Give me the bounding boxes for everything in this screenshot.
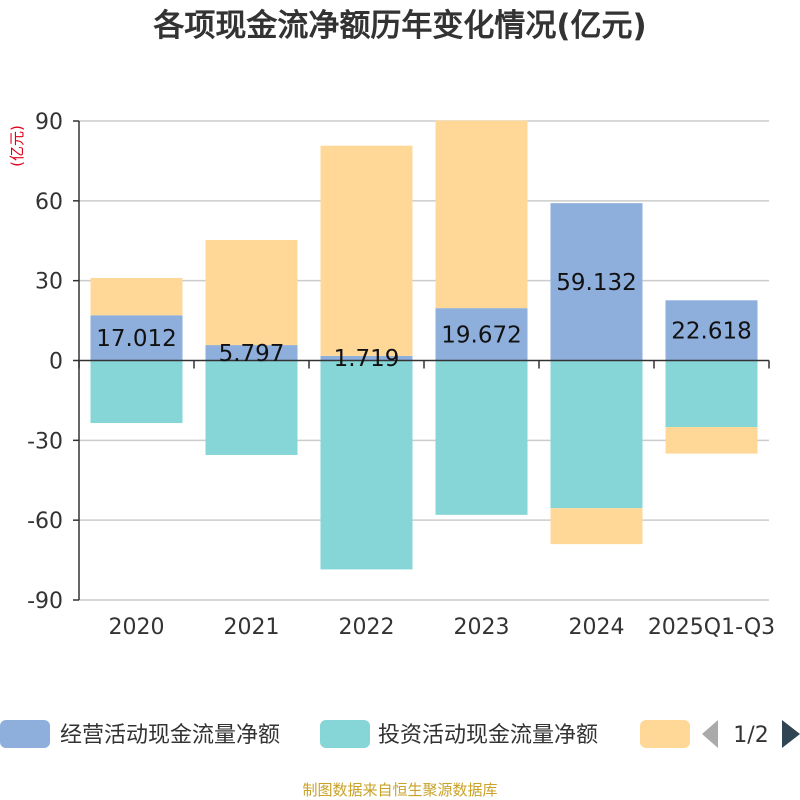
bar-2024-series-1 [550, 203, 643, 361]
bar-2021-series-1 [205, 345, 298, 361]
bar-2025Q1-Q3-series-1 [665, 300, 758, 361]
legend: 经营活动现金流量净额 投资活动现金流量净额 1/2 [0, 720, 800, 748]
bar-2023-series-2 [435, 360, 528, 515]
bar-2025Q1-Q3-series-3 [665, 427, 758, 454]
legend-label-2[interactable]: 投资活动现金流量净额 [378, 723, 598, 748]
data-label: 59.132 [556, 270, 636, 296]
y-tick-label: -90 [27, 589, 63, 614]
bar-2025Q1-Q3-series-2 [665, 360, 758, 428]
bar-2024-series-3 [550, 508, 643, 545]
data-labels-group: 17.012 5.797 1.719 19.672 59.132 22.618 [96, 270, 751, 372]
bar-2020-series-3 [90, 277, 183, 316]
y-tick-label: 60 [35, 190, 63, 215]
legend-swatch-1[interactable] [0, 720, 50, 748]
x-tick-label: 2022 [339, 615, 395, 640]
bars-group [90, 120, 758, 570]
y-tick-label: -30 [27, 429, 63, 454]
y-tick-label: 0 [49, 350, 63, 375]
data-label: 1.719 [334, 346, 400, 372]
legend-swatch-3[interactable] [640, 720, 690, 748]
bar-2023-series-1 [435, 308, 528, 361]
bar-2020-series-1 [90, 315, 183, 361]
bar-2024-series-2 [550, 360, 643, 509]
y-tick-label: 30 [35, 270, 63, 295]
legend-swatch-2[interactable] [320, 720, 370, 748]
x-tick-label: 2025Q1-Q3 [648, 615, 775, 640]
bar-2023-series-3 [435, 120, 528, 309]
bar-2022-series-3 [320, 145, 413, 356]
data-label: 22.618 [671, 318, 751, 344]
bar-2022-series-2 [320, 360, 413, 570]
bar-2021-series-3 [205, 239, 298, 346]
legend-page-indicator: 1/2 [733, 723, 768, 748]
x-tick-label: 2024 [569, 615, 625, 640]
bar-2022-series-1 [320, 355, 413, 361]
legend-label-1[interactable]: 经营活动现金流量净额 [60, 723, 280, 748]
y-tick-label: 90 [35, 110, 63, 135]
grid-lines [79, 120, 769, 601]
chart-title: 各项现金流净额历年变化情况(亿元) [152, 8, 646, 44]
bar-2021-series-2 [205, 360, 298, 455]
y-axis-label: (亿元) [8, 125, 26, 167]
data-label: 5.797 [219, 341, 285, 367]
data-label: 17.012 [96, 326, 176, 352]
legend-prev-page-icon[interactable] [702, 720, 718, 748]
x-tick-label: 2020 [109, 615, 165, 640]
source-note: 制图数据来自恒生聚源数据库 [302, 781, 497, 799]
x-tick-label: 2023 [454, 615, 510, 640]
x-tick-label: 2021 [224, 615, 280, 640]
axes-group: 90 60 30 0 -30 -60 -90 2020 2021 2022 2023 2024 2025… [27, 110, 775, 640]
y-tick-label: -60 [27, 509, 63, 534]
bar-2020-series-2 [90, 360, 183, 424]
legend-next-page-icon[interactable] [782, 720, 800, 748]
data-label: 19.672 [441, 322, 521, 348]
